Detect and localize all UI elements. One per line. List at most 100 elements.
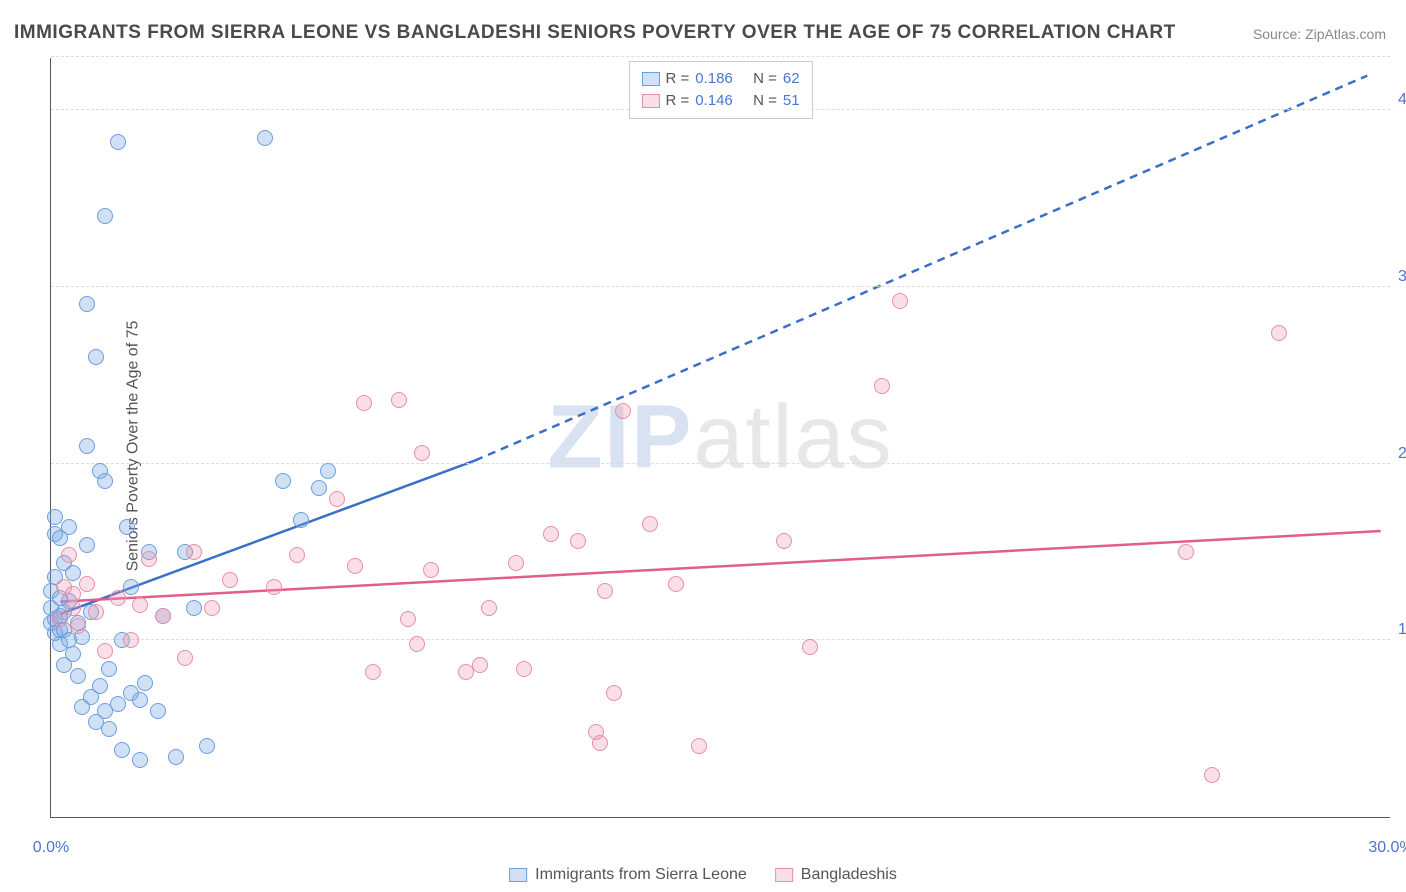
scatter-point: [570, 533, 586, 549]
scatter-point: [150, 703, 166, 719]
scatter-point: [110, 696, 126, 712]
y-tick-label: 20.0%: [1398, 445, 1406, 463]
scatter-point: [257, 130, 273, 146]
scatter-point: [101, 661, 117, 677]
stat-r-value: 0.146: [695, 90, 733, 112]
scatter-point: [508, 555, 524, 571]
scatter-point: [606, 685, 622, 701]
y-tick-label: 40.0%: [1398, 91, 1406, 109]
scatter-point: [97, 208, 113, 224]
gridline-h: [51, 56, 1390, 57]
gridline-h: [51, 639, 1390, 640]
scatter-point: [516, 661, 532, 677]
scatter-point: [79, 537, 95, 553]
scatter-point: [472, 657, 488, 673]
scatter-point: [65, 600, 81, 616]
gridline-h: [51, 463, 1390, 464]
gridline-h: [51, 286, 1390, 287]
scatter-point: [61, 547, 77, 563]
watermark: ZIPatlas: [547, 386, 893, 489]
stat-n-label: N =: [753, 90, 777, 112]
scatter-point: [70, 668, 86, 684]
scatter-point: [65, 646, 81, 662]
scatter-point: [141, 551, 157, 567]
trend-lines-svg: [51, 58, 1390, 817]
scatter-point: [289, 547, 305, 563]
legend-stat-row: R = 0.186 N = 62: [641, 68, 799, 90]
legend-item: Immigrants from Sierra Leone: [509, 866, 747, 884]
scatter-point: [79, 576, 95, 592]
scatter-point: [481, 600, 497, 616]
scatter-point: [329, 491, 345, 507]
scatter-point: [132, 597, 148, 613]
scatter-point: [132, 752, 148, 768]
scatter-point: [293, 512, 309, 528]
scatter-point: [597, 583, 613, 599]
scatter-point: [92, 678, 108, 694]
scatter-point: [409, 636, 425, 652]
legend-swatch: [641, 72, 659, 86]
scatter-point: [97, 643, 113, 659]
scatter-point: [391, 392, 407, 408]
scatter-point: [776, 533, 792, 549]
scatter-point: [1204, 767, 1220, 783]
scatter-point: [61, 519, 77, 535]
scatter-point: [400, 611, 416, 627]
scatter-point: [132, 692, 148, 708]
scatter-point: [137, 675, 153, 691]
stat-r-label: R =: [665, 68, 689, 90]
scatter-point: [266, 579, 282, 595]
legend-stat-row: R = 0.146 N = 51: [641, 90, 799, 112]
plot-area: ZIPatlas R = 0.186 N = 62R = 0.146 N = 5…: [50, 58, 1390, 818]
scatter-point: [275, 473, 291, 489]
scatter-point: [347, 558, 363, 574]
scatter-point: [119, 519, 135, 535]
scatter-point: [365, 664, 381, 680]
scatter-point: [691, 738, 707, 754]
scatter-point: [543, 526, 559, 542]
scatter-point: [88, 604, 104, 620]
trend-line: [475, 76, 1367, 461]
legend-swatch: [775, 868, 793, 882]
scatter-point: [615, 403, 631, 419]
legend-swatch: [509, 868, 527, 882]
scatter-point: [168, 749, 184, 765]
scatter-point: [110, 134, 126, 150]
chart-title: IMMIGRANTS FROM SIERRA LEONE VS BANGLADE…: [14, 22, 1176, 44]
scatter-point: [88, 349, 104, 365]
x-tick-label: 0.0%: [33, 839, 69, 857]
scatter-point: [79, 296, 95, 312]
legend-stats: R = 0.186 N = 62R = 0.146 N = 51: [628, 61, 812, 119]
scatter-point: [114, 742, 130, 758]
scatter-point: [592, 735, 608, 751]
scatter-point: [1271, 325, 1287, 341]
stat-r-value: 0.186: [695, 68, 733, 90]
scatter-point: [186, 544, 202, 560]
scatter-point: [155, 608, 171, 624]
scatter-point: [204, 600, 220, 616]
legend-bottom: Immigrants from Sierra Leone Bangladeshis: [509, 866, 897, 884]
stat-n-label: N =: [753, 68, 777, 90]
scatter-point: [199, 738, 215, 754]
scatter-point: [356, 395, 372, 411]
legend-swatch: [641, 94, 659, 108]
legend-item: Bangladeshis: [775, 866, 897, 884]
legend-label: Bangladeshis: [801, 866, 897, 884]
scatter-point: [70, 618, 86, 634]
scatter-point: [320, 463, 336, 479]
y-tick-label: 30.0%: [1398, 268, 1406, 286]
scatter-point: [642, 516, 658, 532]
x-tick-label: 30.0%: [1368, 839, 1406, 857]
scatter-point: [414, 445, 430, 461]
scatter-point: [110, 590, 126, 606]
scatter-point: [79, 438, 95, 454]
scatter-point: [222, 572, 238, 588]
stat-r-label: R =: [665, 90, 689, 112]
legend-label: Immigrants from Sierra Leone: [535, 866, 747, 884]
scatter-point: [186, 600, 202, 616]
source-label: Source: ZipAtlas.com: [1253, 26, 1386, 42]
stat-n-value: 51: [783, 90, 800, 112]
scatter-point: [123, 579, 139, 595]
scatter-point: [65, 586, 81, 602]
chart-container: IMMIGRANTS FROM SIERRA LEONE VS BANGLADE…: [0, 0, 1406, 892]
